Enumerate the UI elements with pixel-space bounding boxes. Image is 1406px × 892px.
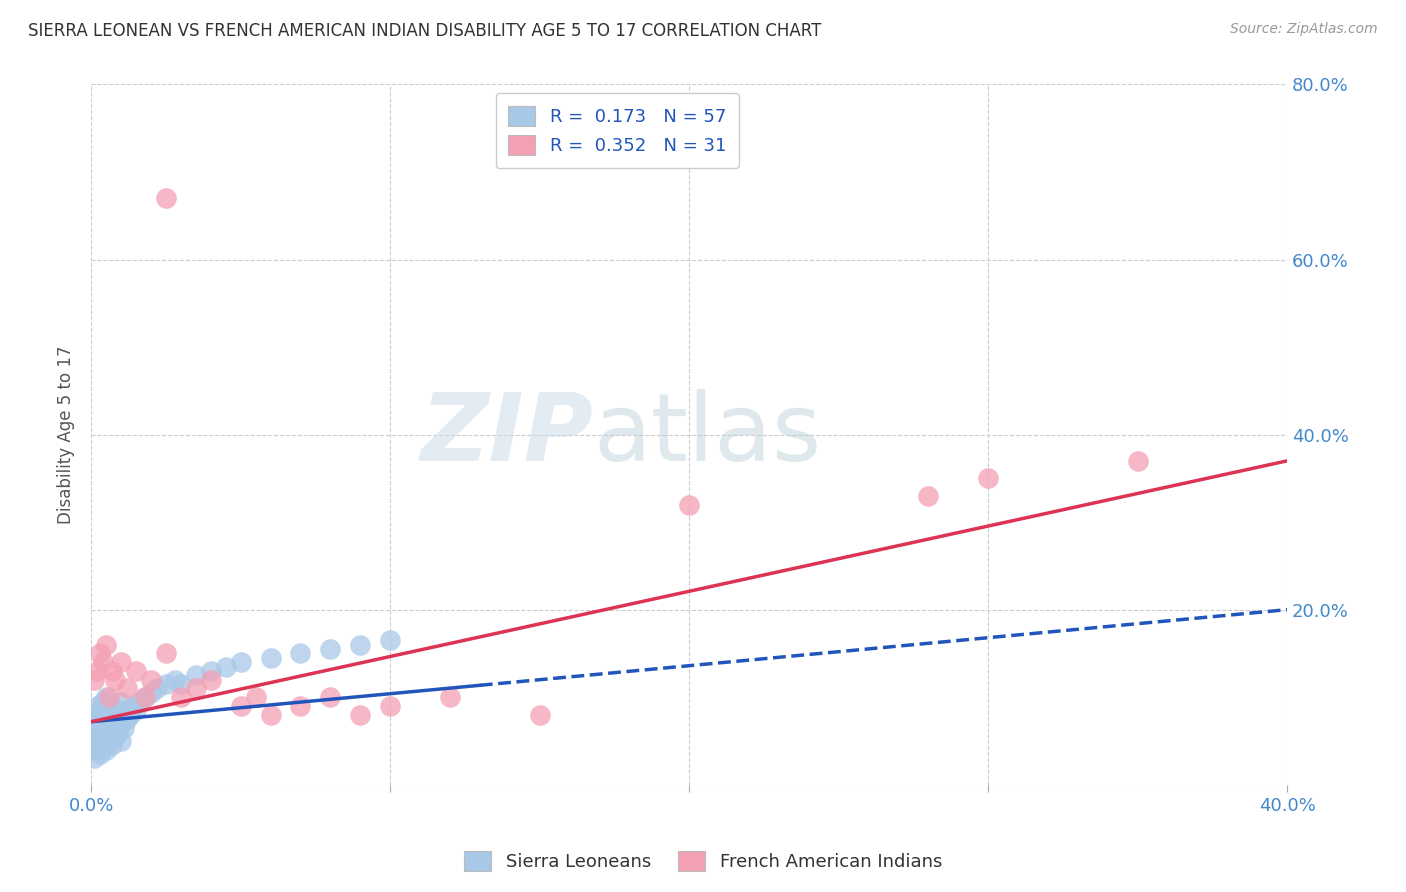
- Point: [101, 664, 124, 678]
- Text: ZIP: ZIP: [420, 389, 593, 481]
- Point: [104, 703, 127, 717]
- Point: [229, 655, 252, 669]
- Legend: R =  0.173   N = 57, R =  0.352   N = 31: R = 0.173 N = 57, R = 0.352 N = 31: [496, 94, 740, 168]
- Point: [319, 690, 342, 705]
- Point: [94, 638, 117, 652]
- Point: [94, 716, 117, 731]
- Point: [259, 707, 281, 722]
- Point: [229, 698, 252, 713]
- Point: [83, 707, 105, 722]
- Point: [86, 730, 108, 744]
- Point: [439, 690, 461, 705]
- Point: [91, 655, 114, 669]
- Point: [86, 664, 108, 678]
- Point: [110, 695, 132, 709]
- Point: [110, 655, 132, 669]
- Point: [110, 734, 132, 748]
- Point: [89, 647, 111, 661]
- Point: [155, 191, 177, 205]
- Point: [101, 725, 124, 739]
- Point: [83, 734, 105, 748]
- Point: [139, 686, 162, 700]
- Point: [91, 739, 114, 753]
- Point: [94, 690, 117, 705]
- Point: [89, 703, 111, 717]
- Point: [184, 681, 207, 696]
- Point: [378, 633, 401, 648]
- Point: [91, 725, 114, 739]
- Point: [112, 703, 135, 717]
- Point: [115, 681, 138, 696]
- Point: [107, 725, 129, 739]
- Point: [215, 659, 238, 673]
- Point: [378, 698, 401, 713]
- Point: [94, 743, 117, 757]
- Point: [89, 747, 111, 761]
- Point: [86, 721, 108, 735]
- Point: [86, 698, 108, 713]
- Legend: Sierra Leoneans, French American Indians: Sierra Leoneans, French American Indians: [457, 844, 949, 879]
- Point: [86, 743, 108, 757]
- Point: [86, 712, 108, 726]
- Point: [134, 690, 156, 705]
- Point: [319, 642, 342, 657]
- Point: [155, 677, 177, 691]
- Point: [118, 707, 141, 722]
- Point: [678, 498, 700, 512]
- Y-axis label: Disability Age 5 to 17: Disability Age 5 to 17: [58, 345, 75, 524]
- Point: [349, 638, 371, 652]
- Point: [83, 751, 105, 765]
- Point: [98, 721, 121, 735]
- Point: [94, 730, 117, 744]
- Text: SIERRA LEONEAN VS FRENCH AMERICAN INDIAN DISABILITY AGE 5 TO 17 CORRELATION CHAR: SIERRA LEONEAN VS FRENCH AMERICAN INDIAN…: [28, 22, 821, 40]
- Point: [146, 681, 169, 696]
- Point: [200, 664, 222, 678]
- Point: [290, 698, 312, 713]
- Point: [115, 712, 138, 726]
- Point: [110, 716, 132, 731]
- Point: [98, 734, 121, 748]
- Point: [163, 673, 186, 687]
- Point: [101, 739, 124, 753]
- Point: [104, 730, 127, 744]
- Point: [104, 673, 127, 687]
- Point: [170, 677, 193, 691]
- Point: [245, 690, 267, 705]
- Point: [101, 698, 124, 713]
- Point: [104, 716, 127, 731]
- Point: [155, 647, 177, 661]
- Point: [128, 695, 150, 709]
- Point: [98, 690, 121, 705]
- Point: [125, 664, 148, 678]
- Point: [89, 716, 111, 731]
- Point: [83, 673, 105, 687]
- Point: [184, 668, 207, 682]
- Point: [977, 471, 1000, 485]
- Point: [200, 673, 222, 687]
- Point: [98, 707, 121, 722]
- Text: atlas: atlas: [593, 389, 821, 481]
- Point: [917, 489, 939, 503]
- Point: [529, 707, 551, 722]
- Point: [122, 698, 145, 713]
- Point: [107, 707, 129, 722]
- Point: [91, 695, 114, 709]
- Point: [89, 734, 111, 748]
- Text: Source: ZipAtlas.com: Source: ZipAtlas.com: [1230, 22, 1378, 37]
- Point: [112, 721, 135, 735]
- Point: [170, 690, 193, 705]
- Point: [1126, 454, 1149, 468]
- Point: [83, 725, 105, 739]
- Point: [290, 647, 312, 661]
- Point: [139, 673, 162, 687]
- Point: [134, 690, 156, 705]
- Point: [259, 650, 281, 665]
- Point: [125, 703, 148, 717]
- Point: [349, 707, 371, 722]
- Point: [91, 712, 114, 726]
